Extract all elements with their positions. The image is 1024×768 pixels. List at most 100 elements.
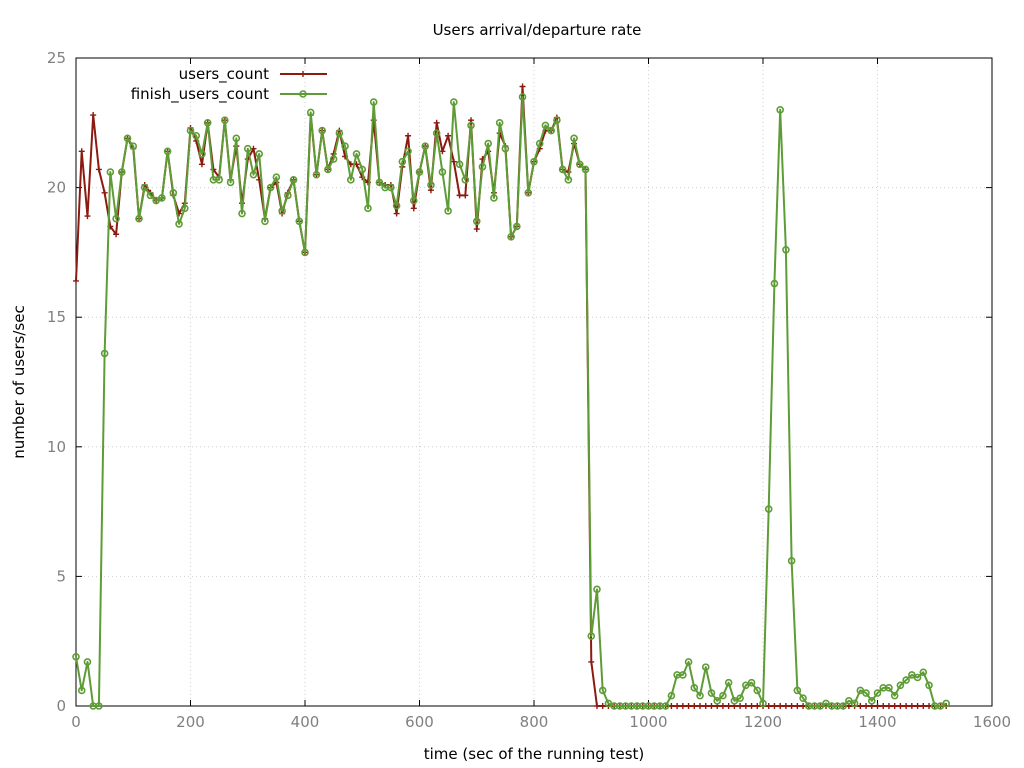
- data-point: [261, 217, 269, 226]
- data-point: [444, 207, 452, 215]
- y-axis-label: number of users/sec: [10, 305, 28, 458]
- data-point: [329, 155, 338, 163]
- data-point: [599, 703, 606, 709]
- data-point: [696, 691, 704, 700]
- data-point: [83, 658, 92, 666]
- data-point: [507, 233, 515, 241]
- x-tick-label: 800: [520, 713, 549, 731]
- data-point: [737, 703, 744, 709]
- data-point: [484, 139, 493, 148]
- data-point: [404, 147, 412, 156]
- data-point: [432, 129, 441, 137]
- data-point: [788, 703, 795, 709]
- data-point: [278, 207, 286, 215]
- data-point: [862, 689, 870, 697]
- data-point: [272, 173, 281, 182]
- data-point: [101, 189, 108, 196]
- data-point: [501, 144, 510, 153]
- data-point: [541, 121, 550, 130]
- data-point: [787, 557, 796, 565]
- series-users_count: [73, 83, 950, 709]
- data-point: [341, 142, 349, 150]
- data-point: [232, 134, 241, 143]
- data-point: [306, 108, 315, 117]
- data-point: [524, 188, 533, 197]
- data-point: [850, 699, 859, 708]
- series-layer: [72, 83, 951, 710]
- data-point: [369, 98, 378, 106]
- data-point: [409, 196, 418, 205]
- y-tick-label: 0: [56, 697, 66, 715]
- data-point: [392, 201, 401, 210]
- data-point: [513, 222, 521, 231]
- chart-title: Users arrival/departure rate: [433, 21, 642, 39]
- data-point: [358, 165, 367, 174]
- data-point: [587, 632, 596, 640]
- data-point: [867, 697, 876, 705]
- data-point: [885, 684, 893, 692]
- data-point: [697, 703, 704, 709]
- x-axis-label: time (sec of the running test): [424, 745, 645, 763]
- data-point: [667, 691, 676, 700]
- data-point: [393, 210, 400, 217]
- data-point: [186, 126, 195, 135]
- data-point: [679, 671, 687, 679]
- data-point: [312, 170, 321, 179]
- data-point: [238, 209, 246, 218]
- data-point: [598, 686, 607, 695]
- data-point: [135, 214, 143, 223]
- data-point: [78, 148, 85, 155]
- data-point: [925, 681, 933, 690]
- data-point: [684, 658, 693, 666]
- data-point: [450, 158, 457, 165]
- data-point: [140, 183, 149, 192]
- data-point: [445, 132, 452, 139]
- data-point: [192, 131, 201, 140]
- data-point: [593, 585, 601, 594]
- data-point: [558, 165, 567, 174]
- x-tick-label: 400: [291, 713, 320, 731]
- data-point: [896, 681, 905, 690]
- data-point: [346, 176, 355, 184]
- data-point: [415, 168, 424, 176]
- data-point: [518, 93, 527, 101]
- data-point: [770, 279, 779, 288]
- data-point: [203, 119, 212, 127]
- data-point: [897, 703, 904, 709]
- data-point: [891, 703, 898, 709]
- data-point: [782, 246, 790, 254]
- data-point: [564, 176, 573, 184]
- data-point: [519, 83, 526, 90]
- data-point: [123, 134, 132, 143]
- data-point: [874, 703, 881, 709]
- legend-entry: finish_users_count: [131, 85, 327, 104]
- data-point: [748, 703, 755, 709]
- data-point: [249, 170, 258, 179]
- data-point: [100, 349, 109, 358]
- data-point: [175, 220, 183, 228]
- data-point: [226, 178, 235, 187]
- data-point: [839, 702, 847, 710]
- data-point: [799, 694, 807, 703]
- data-point: [84, 213, 91, 220]
- data-point: [570, 134, 578, 143]
- data-point: [295, 217, 304, 226]
- x-tick-label: 1000: [629, 713, 667, 731]
- data-point: [490, 194, 498, 202]
- data-point: [472, 217, 481, 226]
- data-point: [427, 181, 435, 189]
- data-point: [456, 192, 463, 199]
- data-point: [461, 176, 470, 184]
- legend-marker: [300, 71, 306, 77]
- data-point: [908, 703, 915, 709]
- data-point: [198, 161, 205, 168]
- data-point: [581, 165, 590, 174]
- data-point: [180, 204, 189, 213]
- data-point: [764, 505, 773, 513]
- data-point: [95, 702, 103, 710]
- y-tick-label: 15: [47, 308, 66, 326]
- data-point: [753, 686, 762, 695]
- data-point: [113, 231, 120, 238]
